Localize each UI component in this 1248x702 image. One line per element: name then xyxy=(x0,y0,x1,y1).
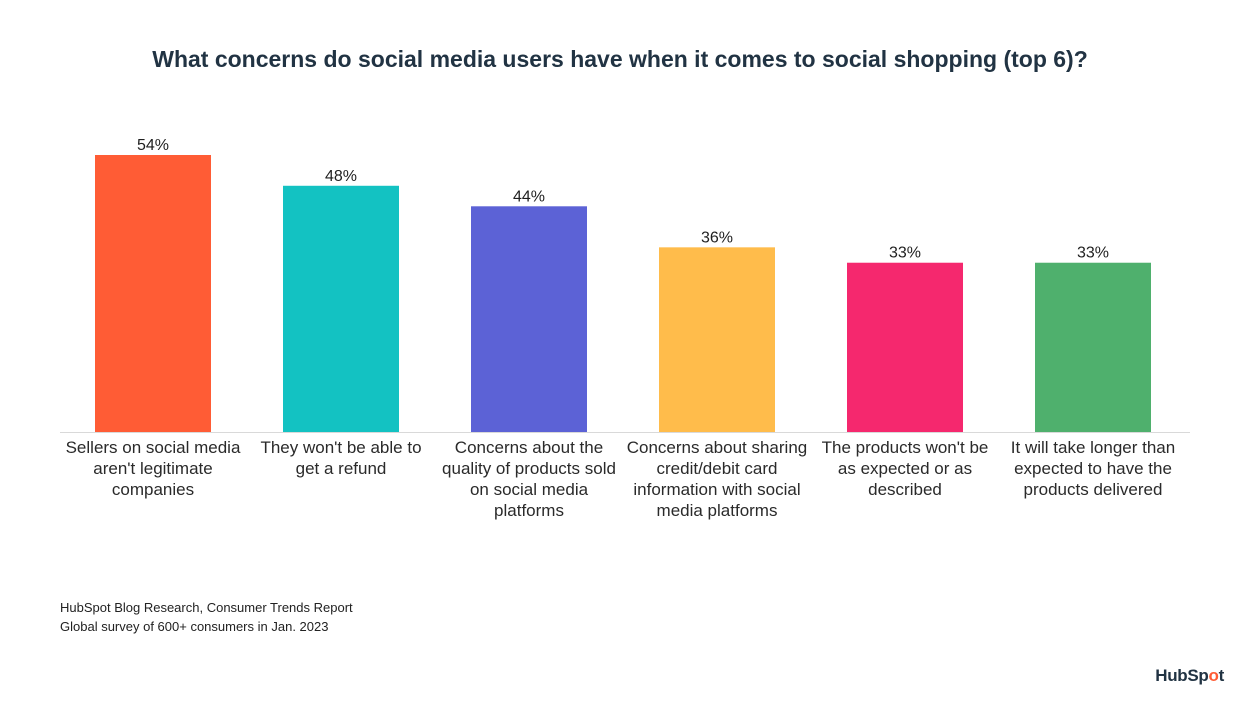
category-label-2: They won't be able to get a refund xyxy=(260,438,422,478)
value-label-4: 36% xyxy=(701,229,733,246)
chart-title: What concerns do social media users have… xyxy=(152,46,1088,72)
bar-1 xyxy=(95,155,211,432)
bar-3 xyxy=(471,206,587,432)
value-label-6: 33% xyxy=(1077,245,1109,262)
category-label-4: Concerns about sharing credit/debit card… xyxy=(626,438,808,520)
source-line-1: HubSpot Blog Research, Consumer Trends R… xyxy=(60,600,353,615)
category-label-6: It will take longer than expected to hav… xyxy=(1010,438,1176,499)
category-label-1: Sellers on social media aren't legitimat… xyxy=(65,438,241,499)
hubspot-logo: HubSpot xyxy=(1155,666,1224,686)
source-line-2: Global survey of 600+ consumers in Jan. … xyxy=(60,619,329,634)
logo-text-after: t xyxy=(1218,666,1225,685)
value-label-1: 54% xyxy=(137,137,169,154)
logo-text-before: HubSp xyxy=(1155,666,1209,685)
source-note: HubSpot Blog Research, Consumer Trends R… xyxy=(60,598,353,636)
value-labels-group: 54% 48% 44% 36% 33% 33% xyxy=(137,137,1109,262)
bar-6 xyxy=(1035,262,1151,432)
value-label-3: 44% xyxy=(513,188,545,205)
bar-2 xyxy=(283,185,399,432)
bar-5 xyxy=(847,262,963,432)
bar-4 xyxy=(659,247,775,432)
category-label-3: Concerns about the quality of products s… xyxy=(442,438,616,520)
value-label-5: 33% xyxy=(889,245,921,262)
value-label-2: 48% xyxy=(325,168,357,185)
category-label-5: The products won't be as expected or as … xyxy=(821,438,989,499)
logo-sprocket-o: o xyxy=(1208,666,1219,685)
bars-group xyxy=(95,155,1151,432)
